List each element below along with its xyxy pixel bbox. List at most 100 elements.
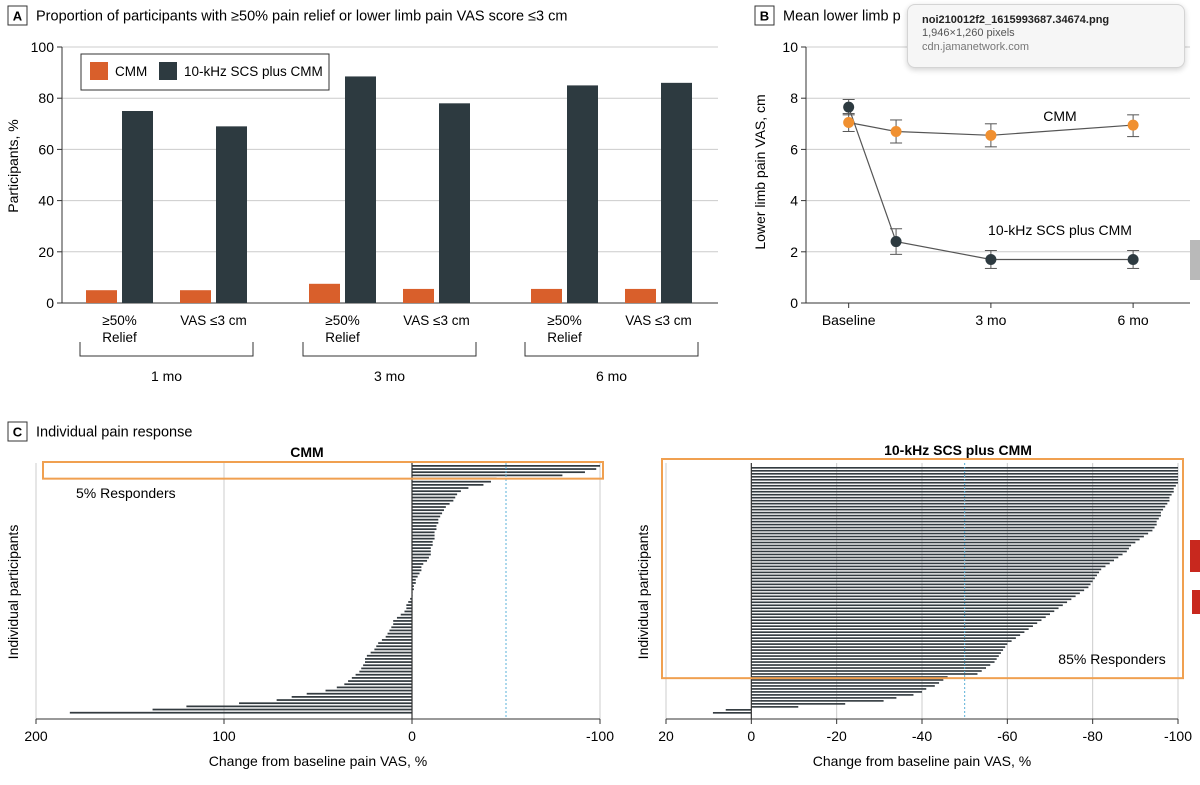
c2-hbar-69	[751, 673, 978, 675]
c1-responder-box	[42, 461, 604, 480]
c1-hbar-48	[396, 616, 412, 619]
a-xlabel-0-1-0: VAS ≤3 cm	[180, 313, 246, 328]
c2-hbar-21	[751, 529, 1153, 532]
c1-hbar-37	[412, 582, 416, 584]
a-bar-cmm-1-1	[403, 288, 434, 303]
c1-hbar-46	[404, 610, 412, 613]
c1-hbar-26	[412, 547, 431, 550]
c1-hbar-43	[408, 601, 412, 603]
a-bar-scs-2-1	[661, 82, 692, 303]
c2-hbar-7	[751, 487, 1174, 490]
c1-xtick-label-100: 100	[212, 728, 236, 744]
c2-hbar-64	[751, 658, 997, 660]
c2-hbar-22	[751, 532, 1149, 535]
a-ytick-label-100: 100	[31, 39, 55, 55]
edge-sliver-gray	[1190, 240, 1200, 280]
c2-hbar-9	[751, 493, 1172, 496]
panel-a-letter-box	[7, 5, 28, 26]
b-ytick-label-8: 8	[790, 90, 798, 106]
c1-hbar-57	[376, 645, 412, 648]
c1-hbar-10	[412, 496, 456, 499]
b-ytick-label-4: 4	[790, 193, 798, 209]
b-point-1-0	[843, 101, 855, 113]
c1-hbar-71	[325, 689, 412, 692]
c2-hbar-54	[751, 628, 1029, 630]
panel-c: C Individual pain response CMM Individua…	[5, 421, 1192, 769]
a-group-bracket-0	[79, 342, 254, 357]
c1-hbar-19	[412, 525, 437, 527]
c1-hbar-70	[336, 686, 412, 689]
c2-hbar-13	[751, 505, 1166, 508]
c2-hbar-26	[751, 544, 1132, 547]
c2-hbar-8	[751, 490, 1174, 493]
c2-hbar-73	[751, 685, 935, 687]
a-xlabel-1-0-1: Relief	[325, 330, 360, 345]
c1-hbar-29	[412, 556, 429, 559]
a-bar-cmm-2-1	[625, 288, 656, 303]
c2-hbar-2	[751, 472, 1178, 475]
a-ytick-label-40: 40	[38, 193, 54, 209]
c2-hbar-37	[751, 577, 1095, 580]
c2-hbar-77	[751, 697, 897, 699]
b-xtick-label-0: Baseline	[822, 312, 876, 328]
c1-hbar-3	[412, 474, 563, 477]
c2-hbar-49	[751, 613, 1050, 616]
c1-hbar-67	[351, 677, 412, 679]
c1-hbar-75	[239, 702, 412, 705]
panel-a-xlabels: ≥50% Relief VAS ≤3 cm 1 mo ≥50% Relief VAS ≤3 …	[79, 313, 699, 384]
c2-hbar-20	[751, 526, 1155, 529]
panel-b-grid	[806, 46, 1190, 304]
c1-hbar-20	[412, 528, 437, 531]
c1-hbar-51	[391, 626, 412, 629]
a-ytick-label-20: 20	[38, 244, 54, 260]
c2-hbar-81	[725, 709, 752, 711]
c1-hbar-69	[344, 683, 412, 686]
c2-hbar-47	[751, 607, 1059, 610]
panel-b-ylabel: Lower limb pain VAS, cm	[752, 94, 768, 249]
c1-hbar-74	[276, 699, 412, 701]
panel-b-title: Mean lower limb p	[783, 9, 901, 25]
panel-b-series	[842, 98, 1140, 269]
c1-hbar-30	[412, 559, 428, 562]
c2-hbar-43	[751, 595, 1076, 598]
c2-hbar-53	[751, 625, 1033, 628]
c1-hbar-7	[412, 487, 469, 489]
c2-hbar-57	[751, 637, 1016, 639]
b-xtick-label-6: 6 mo	[1118, 312, 1149, 328]
a-group-label-2: 6 mo	[596, 368, 627, 384]
c2-hbar-70	[751, 676, 948, 678]
c1-hbar-73	[291, 696, 412, 698]
c2-hbar-17	[751, 517, 1159, 520]
a-group-label-1: 3 mo	[374, 368, 405, 384]
panel-a-title: Proportion of participants with ≥50% pai…	[36, 9, 567, 25]
edge-sliver-red-2	[1192, 590, 1200, 614]
c2-hbar-63	[751, 655, 999, 657]
panel-b-xticks: Baseline 3 mo 6 mo	[822, 303, 1149, 328]
a-bar-scs-0-1	[216, 126, 247, 303]
c1-hbar-22	[412, 534, 435, 537]
c1-hbar-63	[363, 664, 412, 667]
c2-hbar-14	[751, 508, 1164, 511]
c2-hbar-68	[751, 670, 982, 672]
c1-hbar-27	[412, 550, 431, 553]
c1-hbar-52	[389, 629, 412, 632]
c1-hbar-36	[412, 578, 416, 581]
c2-hbar-33	[751, 565, 1106, 568]
c2-hbar-28	[751, 550, 1127, 553]
c1-hbar-77	[152, 708, 412, 711]
panel-c-title: Individual pain response	[36, 425, 192, 441]
c2-hbar-75	[751, 691, 922, 693]
b-point-1-1	[890, 236, 902, 248]
c1-hbar-15	[412, 512, 443, 515]
c1-hbar-16	[412, 515, 441, 518]
c2-hbar-27	[751, 547, 1129, 550]
c2-hbar-5	[751, 481, 1178, 484]
c2-hbar-32	[751, 562, 1110, 565]
c2-hbar-65	[751, 661, 995, 663]
panel-c-scs-ylabel: Individual participants	[635, 525, 651, 660]
a-bar-scs-1-0	[345, 76, 376, 303]
edge-sliver-red	[1190, 540, 1200, 572]
c1-hbar-62	[365, 661, 412, 663]
c2-hbar-45	[751, 601, 1068, 604]
c2-hbar-25	[751, 541, 1136, 544]
